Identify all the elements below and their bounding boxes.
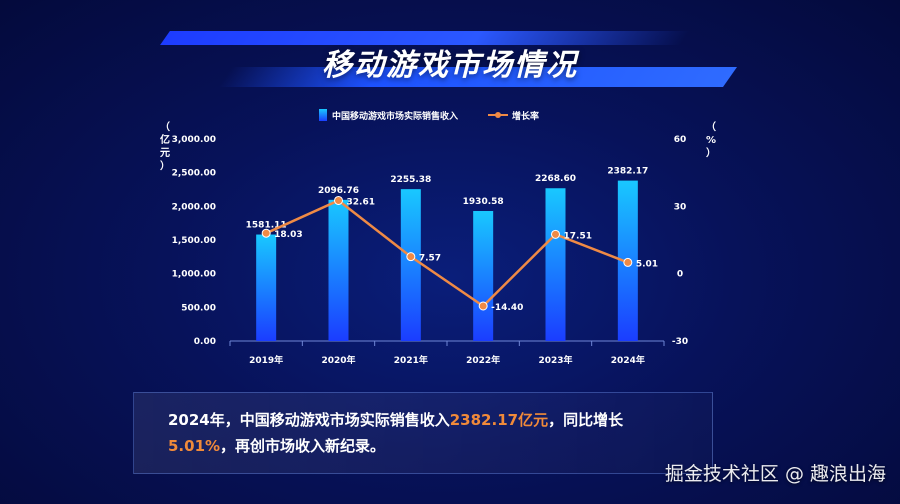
summary-text-2: ，同比增长 — [548, 411, 624, 429]
y-axis-left-label: （亿元） — [160, 120, 170, 172]
chart: 中国移动游戏市场实际销售收入 增长率 （亿元） （%） 2019年 2020年 20… — [160, 109, 716, 366]
y-left-tick-label: 2,000.00 — [172, 202, 216, 212]
growth-value-label: 32.61 — [347, 197, 375, 207]
growth-point — [334, 195, 343, 205]
y-left-tick-label: 2,500.00 — [172, 169, 216, 179]
y-axis-left-title: （亿元） — [160, 120, 170, 172]
x-tick-label: 2024年 — [611, 354, 645, 366]
growth-line: 18.03 32.61 7.57 -14.40 17.51 5.01 — [261, 195, 658, 313]
page-title: 移动游戏市场情况 — [322, 48, 578, 83]
y-left-tick-label: 1,500.00 — [172, 236, 216, 246]
bar — [545, 188, 566, 341]
bar-value-label: 2382.17 — [607, 167, 648, 177]
growth-line-path — [265, 199, 629, 308]
growth-point — [478, 301, 488, 311]
growth-value-label: -14.40 — [491, 303, 523, 313]
legend: 中国移动游戏市场实际销售收入 增长率 — [319, 109, 539, 122]
growth-point — [261, 228, 271, 238]
y-left-tick-label: 0.00 — [194, 337, 216, 347]
y-right-tick-label: 30 — [674, 202, 687, 212]
x-tick-label: 2019年 — [249, 354, 283, 366]
growth-value-label: 5.01 — [636, 259, 658, 269]
growth-value-label: 18.03 — [274, 230, 302, 240]
summary-text-3: ，再创市场收入新纪录。 — [220, 437, 386, 455]
y-right-tick-label: 60 — [674, 135, 687, 145]
watermark: 掘金技术社区 @ 趣浪出海 — [664, 463, 886, 485]
axes: 2019年 2020年 2021年 2022年 2023年 2024年 0.00 500.00… — [172, 135, 689, 366]
bars: 1581.11 2096.76 2255.38 1930.58 2268.60 2382.… — [246, 167, 648, 341]
bar-value-label: 1930.58 — [463, 197, 504, 207]
y-left-tick-label: 1,000.00 — [172, 270, 216, 280]
summary-highlight-growth: 5.01% — [168, 437, 221, 455]
legend-line-marker — [495, 112, 501, 118]
x-tick-label: 2020年 — [321, 354, 355, 366]
bar — [473, 211, 494, 341]
y-right-tick-label: -30 — [672, 337, 688, 347]
x-tick-label: 2023年 — [538, 354, 572, 366]
bar-value-label: 2255.38 — [390, 175, 431, 185]
summary-text-1: 2024年，中国移动游戏市场实际销售收入 — [168, 411, 450, 429]
bar — [400, 189, 421, 341]
bar-value-label: 2268.60 — [535, 174, 576, 184]
bar — [256, 234, 277, 341]
growth-value-label: 17.51 — [564, 231, 592, 241]
legend-bar-swatch — [319, 109, 327, 121]
y-left-tick-label: 500.00 — [181, 303, 216, 313]
growth-value-label: 7.57 — [419, 254, 441, 264]
growth-point — [551, 229, 560, 239]
bar-value-label: 1581.11 — [246, 221, 287, 231]
growth-point — [406, 252, 416, 262]
x-tick-label: 2022年 — [466, 354, 500, 366]
y-left-tick-label: 3,000.00 — [172, 135, 216, 145]
growth-point — [623, 257, 633, 267]
summary-highlight-revenue: 2382.17亿元 — [449, 411, 549, 429]
y-axis-right-title: （%） — [706, 120, 716, 159]
y-right-tick-label: 0 — [677, 270, 683, 280]
bar — [328, 199, 349, 341]
x-tick-label: 2021年 — [394, 354, 428, 366]
summary-box: 2024年，中国移动游戏市场实际销售收入2382.17亿元，同比增长 5.01%，… — [133, 392, 713, 474]
legend-line-label: 增长率 — [512, 110, 539, 122]
y-axis-right-label: （%） — [706, 120, 716, 159]
bar-value-label: 2096.76 — [318, 186, 359, 196]
legend-bar-label: 中国移动游戏市场实际销售收入 — [332, 110, 458, 122]
